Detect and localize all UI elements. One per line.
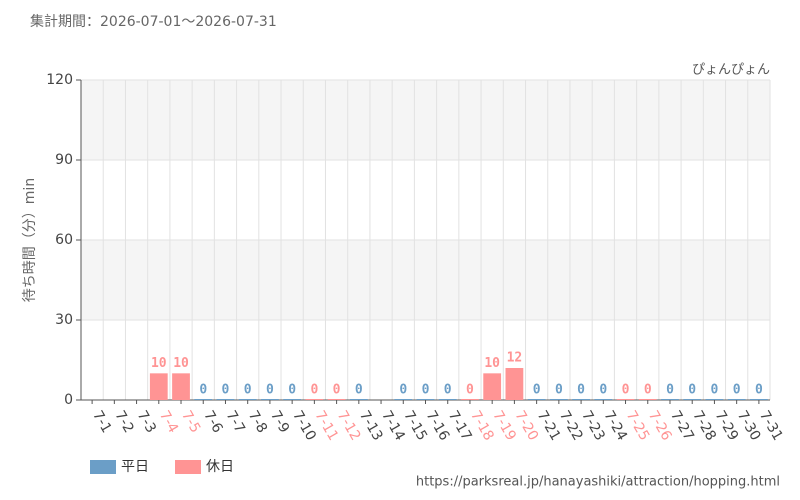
value-label: 0 [533, 383, 541, 398]
y-tick-label: 120 [46, 72, 73, 88]
value-label: 0 [688, 383, 696, 398]
value-label: 10 [151, 356, 167, 371]
bar [549, 399, 568, 400]
bar [194, 399, 213, 400]
bar [349, 399, 368, 400]
value-label: 0 [244, 383, 252, 398]
bar [461, 399, 479, 400]
bar [505, 368, 524, 400]
plot-band [81, 80, 770, 160]
bar [172, 373, 190, 400]
value-label: 0 [599, 383, 607, 398]
value-label: 0 [755, 383, 763, 398]
bar [149, 373, 168, 400]
y-tick-label: 30 [55, 312, 73, 328]
value-label: 0 [644, 383, 652, 398]
value-label: 10 [484, 356, 500, 371]
x-tick-label: 7-1 [89, 408, 114, 436]
bar [416, 399, 435, 400]
value-label: 0 [222, 383, 230, 398]
y-tick-label: 0 [64, 392, 73, 408]
value-label: 0 [733, 383, 741, 398]
y-tick-label: 90 [55, 152, 73, 168]
bar [438, 399, 457, 400]
value-label: 0 [444, 383, 452, 398]
value-label: 12 [507, 351, 523, 366]
value-label: 0 [577, 383, 585, 398]
x-tick-label: 7-3 [134, 408, 159, 436]
value-label: 0 [355, 383, 363, 398]
x-tick-label: 7-2 [111, 408, 136, 436]
bar [705, 399, 724, 400]
bar [394, 399, 413, 400]
value-label: 0 [711, 383, 719, 398]
value-label: 0 [310, 383, 318, 398]
bar [483, 373, 502, 400]
bar [305, 399, 324, 400]
x-tick-label: 7-7 [223, 408, 248, 436]
chart-subtitle: ぴょんぴょん [692, 63, 770, 78]
bar [683, 399, 702, 400]
value-label: 10 [173, 356, 189, 371]
plot-band [81, 240, 770, 320]
value-label: 0 [266, 383, 274, 398]
bar [216, 399, 235, 400]
x-tick-label: 7-5 [178, 408, 203, 436]
legend-swatch [175, 460, 201, 474]
legend-swatch [90, 460, 116, 474]
value-label: 0 [555, 383, 563, 398]
bar [661, 399, 679, 400]
bar [727, 399, 746, 400]
value-label: 0 [399, 383, 407, 398]
bar [638, 399, 657, 400]
value-label: 0 [333, 383, 341, 398]
x-tick-label: 7-9 [267, 408, 292, 436]
value-label: 0 [422, 383, 430, 398]
value-label: 0 [199, 383, 207, 398]
x-tick-label: 7-4 [156, 408, 181, 436]
bar [749, 399, 768, 400]
source-url: https://parksreal.jp/hanayashiki/attract… [416, 475, 780, 490]
bar [594, 399, 613, 400]
bar [327, 399, 346, 400]
legend-label: 休日 [206, 459, 234, 475]
value-label: 0 [666, 383, 674, 398]
bar [261, 399, 279, 400]
x-tick-label: 7-31 [756, 408, 786, 444]
value-label: 0 [622, 383, 630, 398]
value-label: 0 [288, 383, 296, 398]
bar [283, 399, 302, 400]
bar [572, 399, 590, 400]
bar [616, 399, 635, 400]
y-axis-label: 待ち時間（分）min [22, 178, 38, 302]
chart-title: 集計期間：2026-07-01～2026-07-31 [30, 13, 277, 30]
x-tick-label: 7-8 [245, 408, 270, 436]
bar [238, 399, 257, 400]
x-tick-label: 7-6 [200, 408, 225, 436]
y-tick-label: 60 [55, 232, 73, 248]
legend-label: 平日 [121, 459, 149, 475]
value-label: 0 [466, 383, 474, 398]
bar [527, 399, 546, 400]
